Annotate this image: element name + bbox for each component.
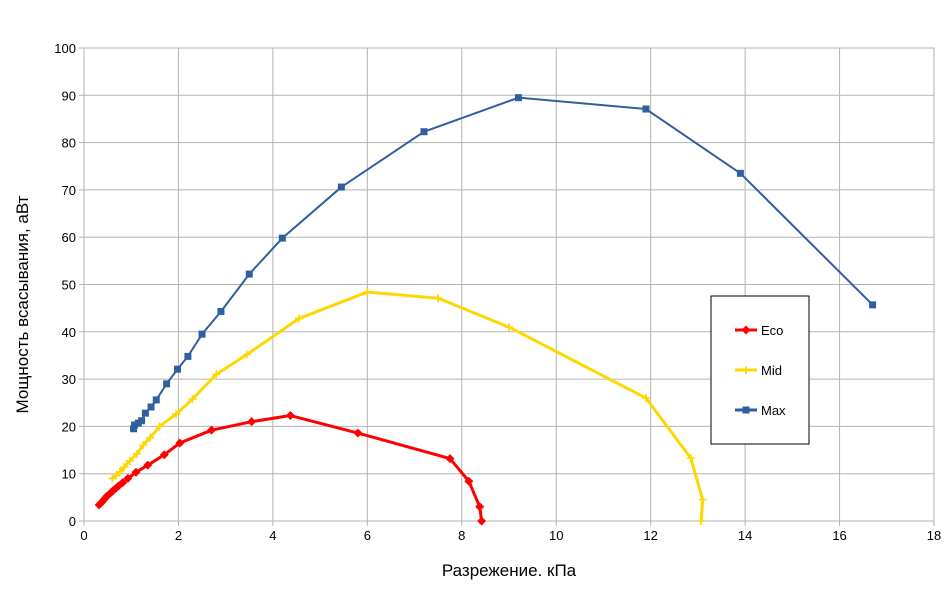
- data-point-mid: [120, 463, 129, 472]
- data-point-max: [147, 403, 155, 411]
- data-point-eco: [175, 438, 185, 448]
- data-point-mid: [294, 314, 303, 323]
- y-tick-label: 20: [62, 419, 76, 434]
- data-point-eco: [159, 450, 169, 460]
- legend-item-max: Max: [735, 403, 786, 418]
- y-tick-label: 100: [54, 41, 76, 56]
- x-tick-label: 16: [832, 528, 846, 543]
- data-point-max: [420, 128, 428, 136]
- x-tick-label: 14: [738, 528, 752, 543]
- y-tick-label: 10: [62, 467, 76, 482]
- data-point-mid: [363, 288, 372, 297]
- data-point-eco: [445, 454, 455, 464]
- data-point-eco: [353, 428, 363, 438]
- x-tick-label: 12: [643, 528, 657, 543]
- data-point-max: [245, 270, 253, 278]
- data-point-eco: [464, 476, 474, 486]
- axis-ticks: 0 2 4 6 8 10 12 14 16 18 0 10 20 30 40 50 60 70 80 90 100: [54, 41, 941, 543]
- data-point-max: [141, 409, 149, 417]
- data-point-max: [337, 183, 345, 191]
- data-point-max: [278, 234, 286, 242]
- x-tick-label: 6: [364, 528, 371, 543]
- legend-label-max: Max: [761, 403, 786, 418]
- data-point-max: [174, 365, 181, 373]
- x-axis-title: Разрежение. кПа: [442, 561, 577, 580]
- data-point-mid: [242, 350, 251, 359]
- series-group: [94, 94, 877, 526]
- data-point-mid: [139, 441, 148, 450]
- data-point-mid: [115, 467, 124, 476]
- data-point-mid: [172, 410, 181, 419]
- y-tick-label: 90: [62, 88, 76, 103]
- legend-label-eco: Eco: [761, 323, 783, 338]
- data-point-mid: [146, 433, 155, 442]
- data-point-mid: [155, 422, 164, 431]
- y-tick-label: 70: [62, 183, 76, 198]
- data-point-max: [736, 169, 744, 177]
- series-eco: [94, 411, 487, 526]
- data-point-max: [152, 396, 160, 404]
- data-point-mid: [112, 471, 121, 480]
- data-point-eco: [207, 425, 216, 435]
- grid: [84, 47, 935, 521]
- legend: Eco Mid Max: [710, 295, 810, 445]
- legend-item-eco: Eco: [735, 323, 783, 338]
- data-point-eco: [475, 502, 485, 512]
- series-max: [130, 94, 877, 433]
- legend-marker-mid: [742, 366, 750, 374]
- data-point-max: [184, 352, 192, 360]
- data-point-max: [138, 417, 146, 425]
- data-point-mid: [697, 517, 706, 525]
- y-axis-title: Мощность всасывания, аВт: [13, 195, 32, 413]
- data-point-max: [642, 105, 650, 113]
- legend-item-mid: Mid: [735, 363, 782, 378]
- data-point-mid: [698, 495, 707, 504]
- legend-marker-eco: [741, 325, 751, 335]
- data-point-max: [869, 301, 877, 309]
- y-tick-label: 60: [62, 230, 76, 245]
- data-point-max: [131, 421, 139, 429]
- y-tick-label: 40: [62, 325, 76, 340]
- data-point-max: [514, 94, 522, 102]
- data-point-eco: [123, 473, 133, 483]
- x-tick-label: 4: [269, 528, 276, 543]
- x-tick-label: 0: [80, 528, 87, 543]
- y-tick-label: 0: [69, 514, 76, 529]
- data-point-mid: [505, 323, 513, 332]
- y-tick-label: 80: [62, 136, 76, 151]
- series-mid: [108, 288, 707, 525]
- data-point-mid: [434, 294, 443, 303]
- data-point-max: [163, 380, 171, 388]
- x-tick-label: 2: [175, 528, 182, 543]
- y-tick-label: 50: [62, 278, 76, 293]
- data-point-eco: [118, 478, 128, 488]
- data-point-mid: [132, 449, 141, 458]
- x-tick-label: 18: [927, 528, 941, 543]
- series-line-mid: [110, 290, 705, 523]
- data-point-eco: [131, 467, 141, 477]
- legend-label-mid: Mid: [761, 363, 782, 378]
- data-point-mid: [125, 456, 134, 465]
- legend-box: [710, 295, 810, 445]
- data-point-eco: [477, 516, 487, 526]
- data-point-eco: [143, 460, 153, 470]
- legend-marker-max: [742, 406, 750, 414]
- data-point-mid: [212, 370, 221, 379]
- data-point-mid: [641, 394, 650, 403]
- x-tick-label: 8: [458, 528, 465, 543]
- data-point-max: [130, 425, 138, 433]
- data-point-max: [217, 307, 225, 315]
- data-point-eco: [285, 411, 295, 421]
- data-point-mid: [188, 394, 197, 403]
- data-point-max: [198, 330, 206, 338]
- data-point-mid: [686, 454, 695, 463]
- x-tick-label: 10: [549, 528, 563, 543]
- y-tick-label: 30: [62, 372, 76, 387]
- data-point-eco: [247, 417, 257, 427]
